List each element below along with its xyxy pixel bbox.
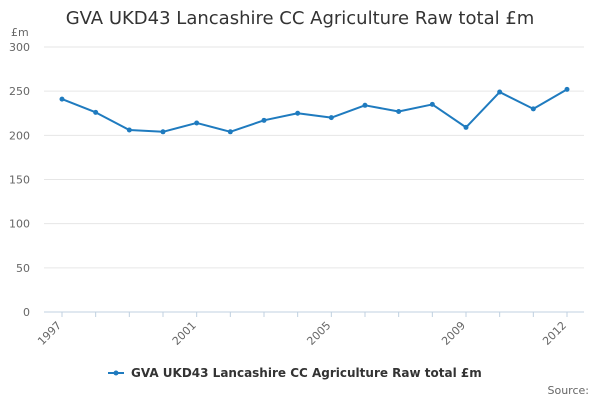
data-point[interactable] — [160, 129, 166, 135]
gridlines — [44, 46, 584, 269]
data-point[interactable] — [59, 96, 65, 102]
data-point[interactable] — [93, 109, 99, 115]
y-tick-label: 250 — [9, 85, 30, 98]
x-tick-label: 2001 — [170, 319, 199, 348]
data-point[interactable] — [530, 106, 536, 112]
y-tick-label: 300 — [9, 41, 30, 54]
x-tick-label: 2009 — [439, 319, 468, 348]
data-point[interactable] — [362, 102, 368, 108]
data-point[interactable] — [396, 108, 402, 114]
data-series — [59, 86, 570, 135]
data-point[interactable] — [564, 86, 570, 92]
data-point[interactable] — [126, 127, 132, 133]
y-tick-label: 200 — [9, 129, 30, 142]
y-tick-label: 50 — [16, 262, 30, 275]
data-point[interactable] — [429, 101, 435, 107]
data-point[interactable] — [497, 89, 503, 95]
legend-label[interactable]: GVA UKD43 Lancashire CC Agriculture Raw … — [131, 366, 482, 380]
data-point[interactable] — [295, 110, 301, 116]
data-point[interactable] — [227, 129, 233, 135]
y-tick-label: 0 — [23, 306, 30, 319]
data-point[interactable] — [261, 117, 267, 123]
series-line — [61, 88, 568, 133]
data-point[interactable] — [463, 124, 469, 130]
y-axis-tick-labels: 0 50 100 150 200 250 300 — [9, 41, 30, 319]
chart-title: GVA UKD43 Lancashire CC Agriculture Raw … — [66, 8, 535, 29]
x-tick-label: 2012 — [540, 319, 569, 348]
x-tick-label: 2005 — [304, 319, 333, 348]
y-axis-unit-label: £m — [11, 26, 29, 39]
y-tick-label: 150 — [9, 174, 30, 187]
data-point[interactable] — [194, 120, 200, 126]
data-point[interactable] — [328, 115, 334, 121]
legend-swatch-marker — [113, 370, 119, 376]
legend[interactable]: GVA UKD43 Lancashire CC Agriculture Raw … — [108, 366, 482, 380]
x-tick-label: 1997 — [35, 319, 64, 348]
x-axis: 1997 2001 2005 2009 2012 — [35, 311, 584, 348]
y-tick-label: 100 — [9, 218, 30, 231]
source-label: Source: — [548, 384, 590, 397]
